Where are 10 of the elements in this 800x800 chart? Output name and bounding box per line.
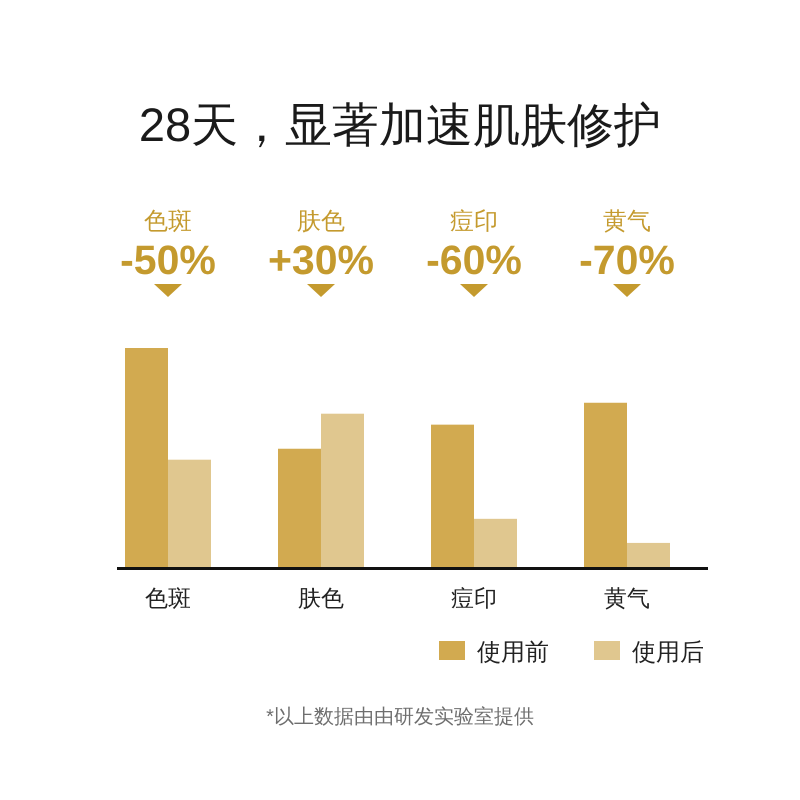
title: 28天，显著加速肌肤修护: [138, 98, 662, 151]
annotation: 痘印: [450, 208, 498, 235]
annotation: -70%: [579, 237, 675, 283]
annotation: +30%: [268, 237, 374, 283]
annotation: -50%: [120, 237, 216, 283]
annotation: 肤色: [297, 208, 345, 235]
annotation: 黄气: [603, 208, 651, 235]
annotation: 色斑: [144, 208, 192, 235]
annotation: -60%: [426, 237, 522, 283]
note: *以上数据由由研发实验室提供: [266, 706, 534, 728]
